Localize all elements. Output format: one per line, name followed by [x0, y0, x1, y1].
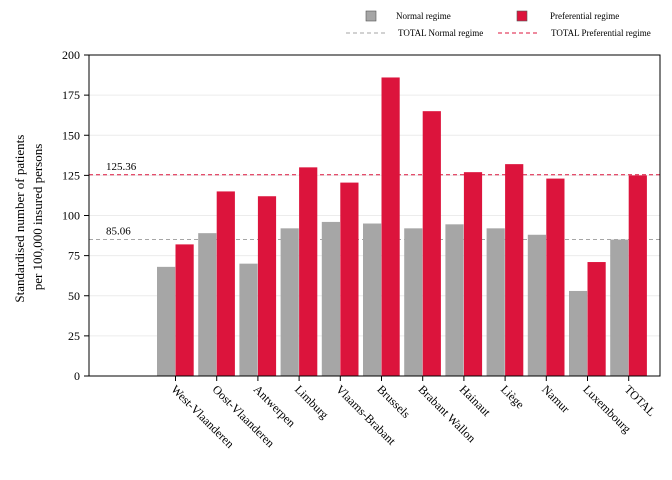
x-category-label: TOTAL [622, 382, 659, 419]
bar-normal-regime [280, 228, 299, 376]
x-category-label: Namur [539, 382, 572, 415]
reference-label-total-normal: 85.06 [106, 225, 131, 237]
x-axis: West-VlaanderenOost-VlaanderenAntwerpenL… [168, 376, 658, 451]
y-axis-label-line-1: Standardised number of patients [12, 135, 27, 303]
legend-label-total-preferential: TOTAL Preferential regime [551, 28, 651, 38]
legend-label-total-normal: TOTAL Normal regime [398, 28, 483, 38]
svg-text:Standardised number of patient: Standardised number of patients per 100,… [12, 131, 45, 302]
y-axis-label-line-2: per 100,000 insured persons [30, 144, 45, 291]
bar-normal-regime [157, 266, 176, 376]
bar-preferential-regime [587, 262, 606, 376]
legend-swatch-normal [365, 10, 377, 22]
bar-normal-regime [527, 234, 546, 376]
bar-preferential-regime [463, 172, 483, 376]
y-tick-label: 100 [62, 209, 80, 223]
y-tick-label: 150 [62, 128, 80, 142]
y-tick-label: 25 [68, 329, 80, 343]
bar-normal-regime [445, 224, 464, 376]
bar-preferential-regime [175, 244, 194, 376]
x-category-label: Brussels [374, 382, 413, 421]
bar-preferential-regime [340, 182, 359, 376]
bar-preferential-regime [546, 178, 565, 376]
y-tick-label: 0 [74, 369, 80, 383]
y-axis: 0 25 50 75 100 125 150 175 200 [62, 48, 89, 383]
bar-preferential-regime [257, 196, 277, 376]
bar-normal-regime [239, 263, 258, 376]
bar-preferential-regime [505, 164, 524, 376]
legend: Normal regime Preferential regime TOTAL … [346, 10, 651, 38]
legend-label-preferential: Preferential regime [550, 11, 619, 21]
legend-swatch-preferential [516, 10, 528, 22]
bar-preferential-regime [422, 111, 441, 377]
x-category-label: Limburg [292, 382, 331, 421]
bar-normal-regime [404, 228, 423, 376]
y-tick-label: 125 [62, 168, 80, 182]
bar-normal-regime [321, 221, 340, 376]
reference-label-total-preferential: 125.36 [106, 161, 137, 173]
bar-preferential-regime [299, 167, 318, 376]
y-tick-label: 75 [68, 249, 80, 263]
y-tick-label: 50 [68, 289, 80, 303]
bar-normal-regime [363, 223, 382, 376]
bar-normal-regime [198, 233, 217, 376]
bar-normal-regime [486, 228, 505, 376]
bars [157, 77, 647, 377]
bar-normal-regime [569, 290, 588, 376]
x-category-label: Hainaut [457, 382, 494, 419]
x-category-label: Liège [498, 382, 527, 411]
y-axis-label: Standardised number of patients per 100,… [12, 131, 45, 303]
bar-preferential-regime [381, 77, 400, 376]
bar-preferential-regime [216, 191, 235, 376]
y-tick-label: 175 [62, 88, 80, 102]
y-tick-label: 200 [62, 48, 80, 62]
reference-lines: 85.06 125.36 [89, 161, 660, 240]
legend-label-normal: Normal regime [396, 11, 451, 21]
bar-preferential-regime [628, 175, 647, 376]
bar-normal-regime [610, 239, 629, 376]
